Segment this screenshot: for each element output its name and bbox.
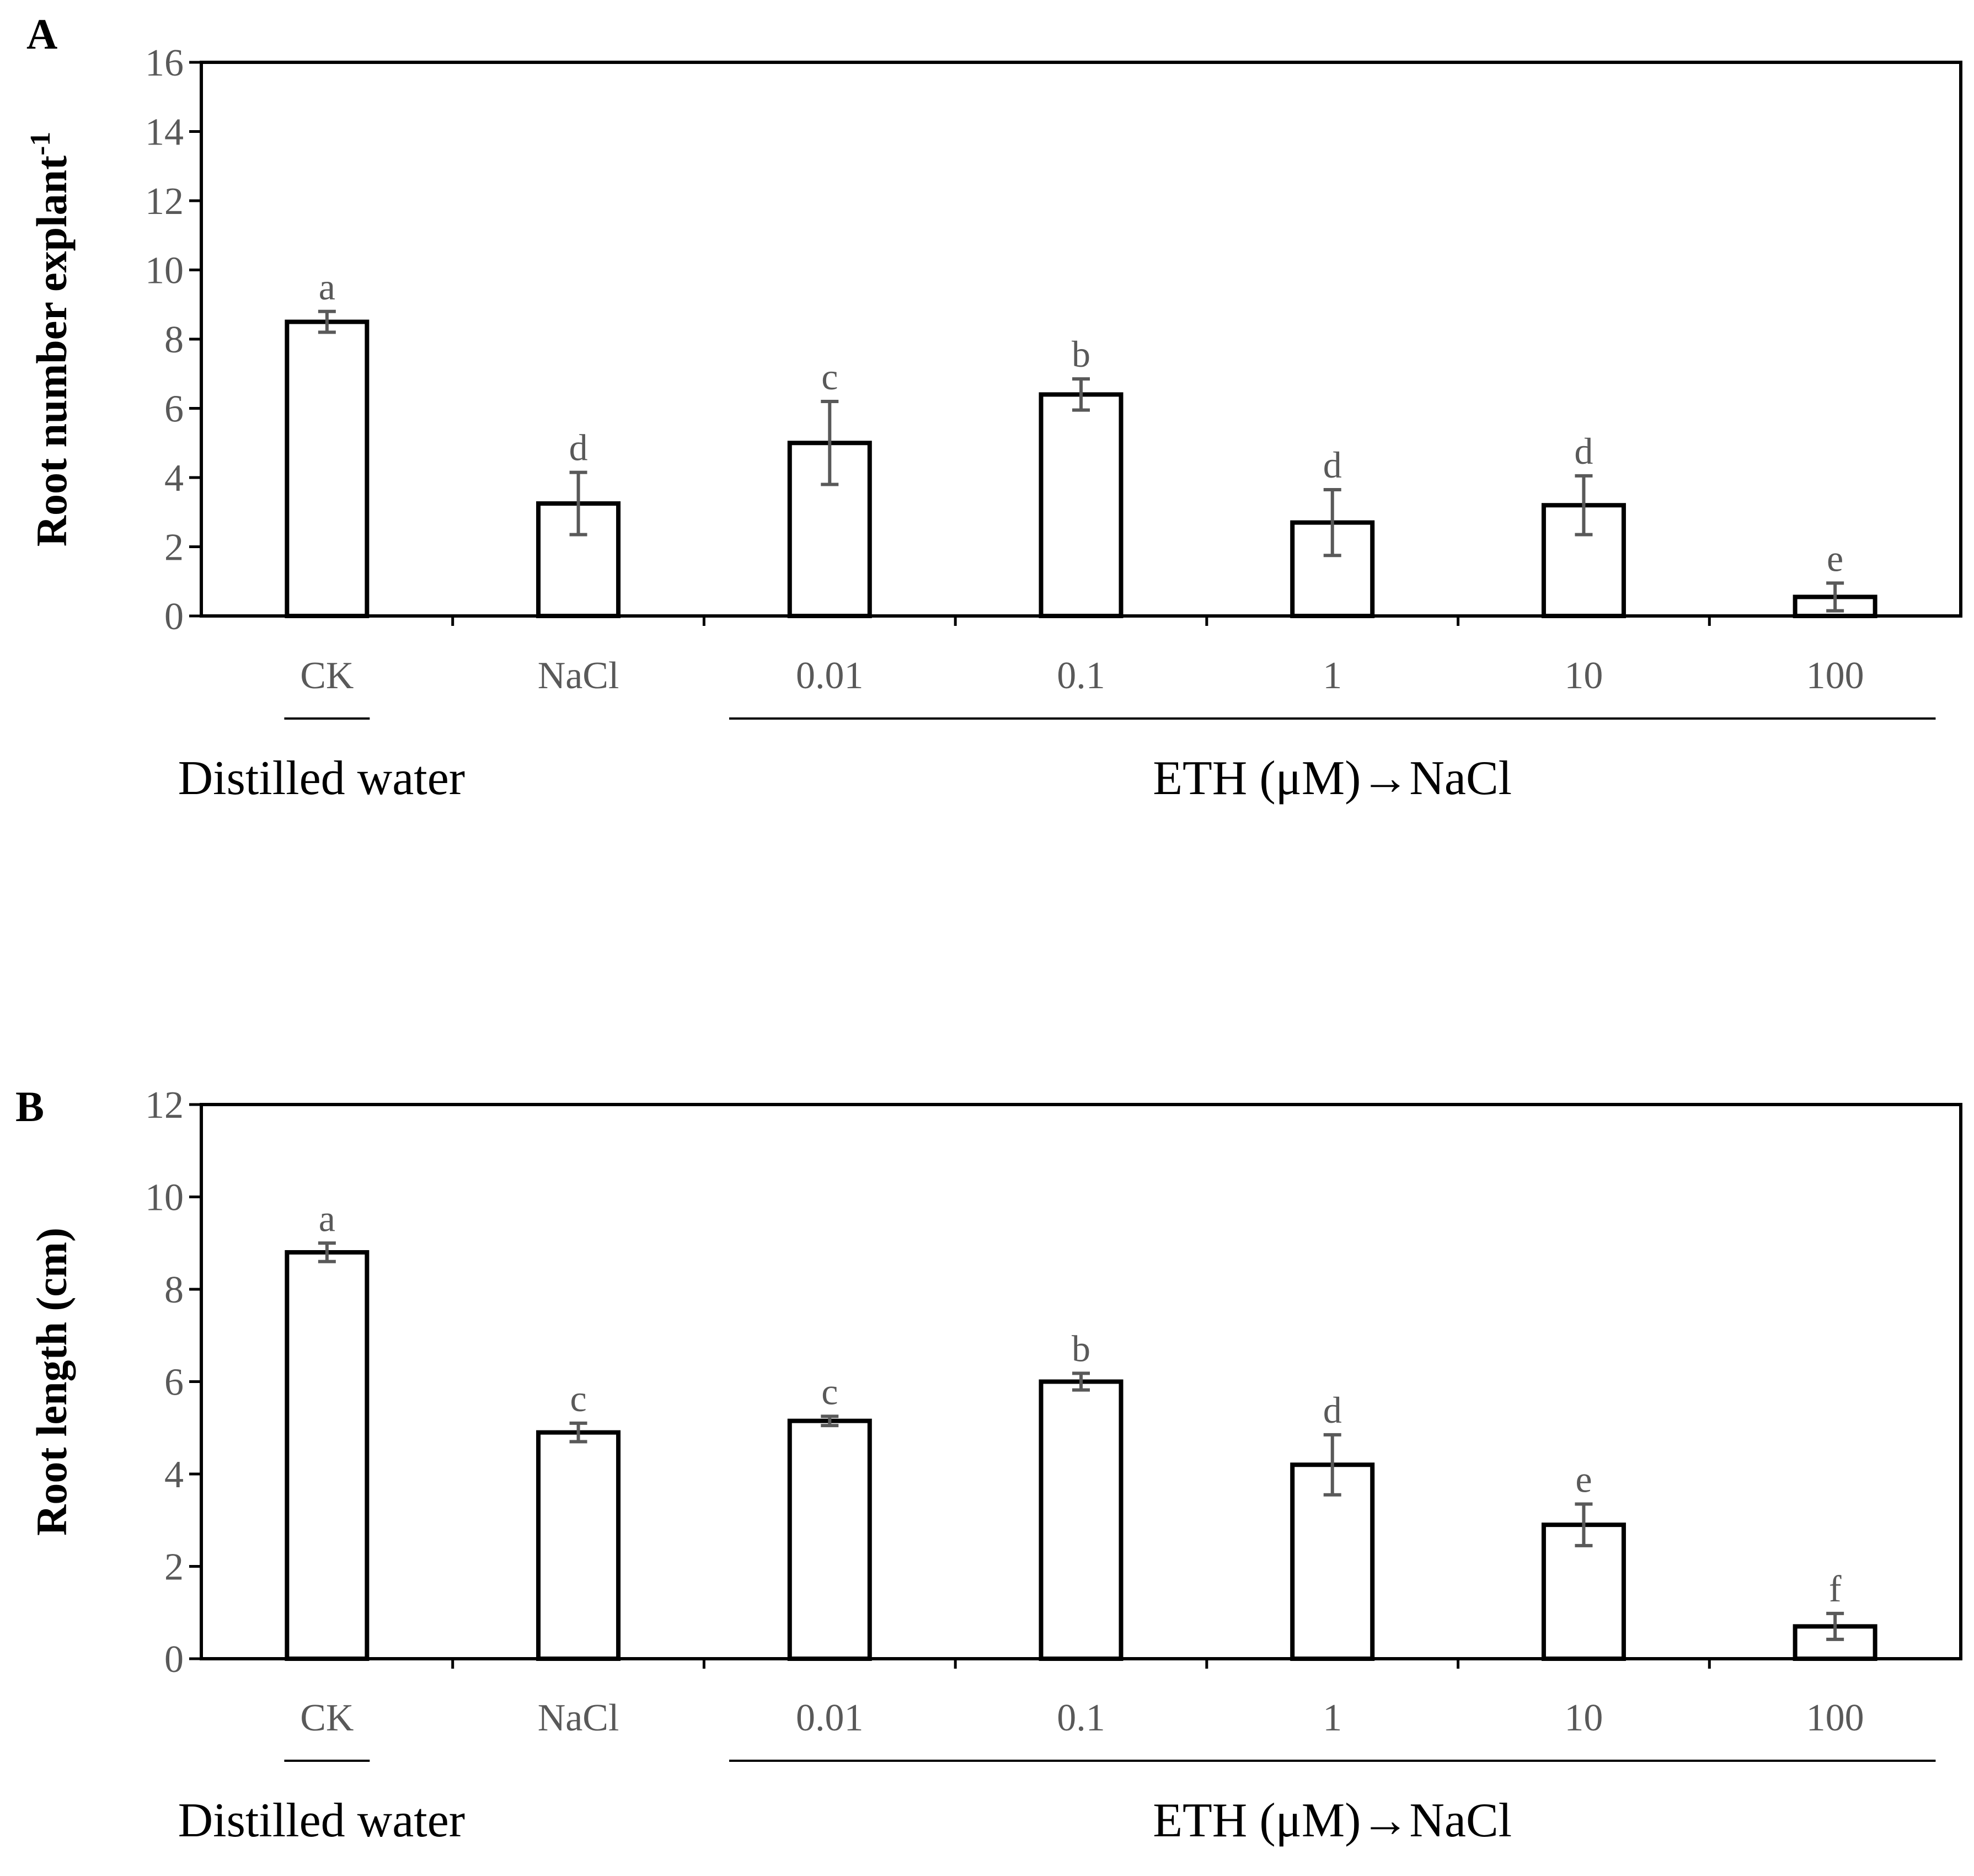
error-bar xyxy=(1072,1371,1090,1392)
y-tick-label: 8 xyxy=(164,319,184,361)
significance-letter: b xyxy=(1072,333,1090,375)
bar xyxy=(536,1430,621,1661)
group-label: ETH (μM)→NaCl xyxy=(1153,752,1512,805)
category-label: 0.01 xyxy=(796,1697,864,1739)
significance-letter: c xyxy=(821,356,838,398)
significance-letter: d xyxy=(1323,1389,1342,1431)
error-bar xyxy=(1323,487,1341,558)
category-label: 1 xyxy=(1323,655,1342,697)
category-label: 0.1 xyxy=(1057,1697,1105,1739)
significance-letter: e xyxy=(1575,1458,1592,1500)
y-tick-label: 10 xyxy=(145,250,184,292)
error-bar xyxy=(569,1421,587,1444)
y-tick-label: 10 xyxy=(145,1177,184,1219)
significance-letter: d xyxy=(1323,444,1342,486)
category-label: 10 xyxy=(1564,655,1603,697)
y-tick-label: 0 xyxy=(164,596,184,638)
error-bar xyxy=(1575,474,1593,537)
panel-letter: A xyxy=(26,10,57,58)
error-bar xyxy=(318,309,336,334)
significance-letter: d xyxy=(1574,430,1593,472)
error-bar xyxy=(1575,1502,1593,1547)
category-label: 100 xyxy=(1806,1697,1864,1739)
significance-letter: c xyxy=(821,1370,838,1412)
y-tick-label: 6 xyxy=(164,388,184,431)
bar xyxy=(1039,1379,1124,1661)
category-label: CK xyxy=(300,1697,354,1739)
significance-letter: c xyxy=(570,1377,586,1419)
plot-frame xyxy=(200,61,1962,618)
error-bar xyxy=(1323,1433,1341,1497)
significance-letter: d xyxy=(569,427,588,469)
error-bar xyxy=(569,470,587,537)
y-tick-label: 4 xyxy=(164,1454,184,1496)
bar xyxy=(285,1250,370,1661)
y-tick-label: 0 xyxy=(164,1638,184,1681)
y-tick-label: 6 xyxy=(164,1362,184,1404)
significance-letter: a xyxy=(319,266,335,308)
error-bar xyxy=(821,1414,839,1428)
panel-a: A 0 2 4 6 8 10 12 14 16 a CK d NaCl c 0.01 b 0.1 d 1 d 10 e 100… xyxy=(25,10,1962,805)
group-label: ETH (μM)→NaCl xyxy=(1153,1794,1512,1847)
category-label: 0.1 xyxy=(1057,655,1105,697)
y-tick-label: 12 xyxy=(145,180,184,223)
error-bar xyxy=(1826,581,1844,613)
error-bar xyxy=(1826,1611,1844,1641)
error-bar xyxy=(1072,377,1090,412)
y-tick-label: 2 xyxy=(164,527,184,569)
y-axis-title-text: Root length (cm) xyxy=(28,1228,76,1536)
group-label: Distilled water xyxy=(178,1794,466,1847)
error-bar xyxy=(318,1241,336,1263)
y-tick-label: 4 xyxy=(164,457,184,500)
category-label: 0.01 xyxy=(796,655,864,697)
category-label: NaCl xyxy=(538,1697,619,1739)
y-axis-title-superscript: -1 xyxy=(25,132,56,156)
panel-letter: B xyxy=(15,1082,44,1130)
y-tick-label: 8 xyxy=(164,1269,184,1311)
category-label: CK xyxy=(300,655,354,697)
y-tick-label: 12 xyxy=(145,1084,184,1127)
category-label: 10 xyxy=(1564,1697,1603,1739)
plot-frame xyxy=(200,1103,1962,1660)
panel-b: B 0 2 4 6 8 10 12 a CK c NaCl c 0.01 b 0.1 d 1 e 10 f 100 Root… xyxy=(15,1082,1962,1847)
bar xyxy=(1039,392,1124,619)
significance-letter: e xyxy=(1827,537,1843,579)
significance-letter: f xyxy=(1829,1568,1842,1610)
category-label: 100 xyxy=(1806,655,1864,697)
y-axis-title-text: Root number explant xyxy=(28,156,76,546)
y-axis-title: Root number explant-1 xyxy=(25,132,76,547)
group-label: Distilled water xyxy=(178,752,466,805)
y-tick-label: 16 xyxy=(145,42,184,84)
significance-letter: a xyxy=(319,1197,335,1239)
bar xyxy=(285,319,370,618)
y-axis-title: Root length (cm) xyxy=(28,1228,76,1536)
category-label: NaCl xyxy=(538,655,619,697)
y-tick-label: 14 xyxy=(145,111,184,154)
bar xyxy=(787,1418,872,1661)
y-tick-label: 2 xyxy=(164,1546,184,1589)
significance-letter: b xyxy=(1072,1327,1090,1369)
error-bar xyxy=(821,399,839,486)
category-label: 1 xyxy=(1323,1697,1342,1739)
